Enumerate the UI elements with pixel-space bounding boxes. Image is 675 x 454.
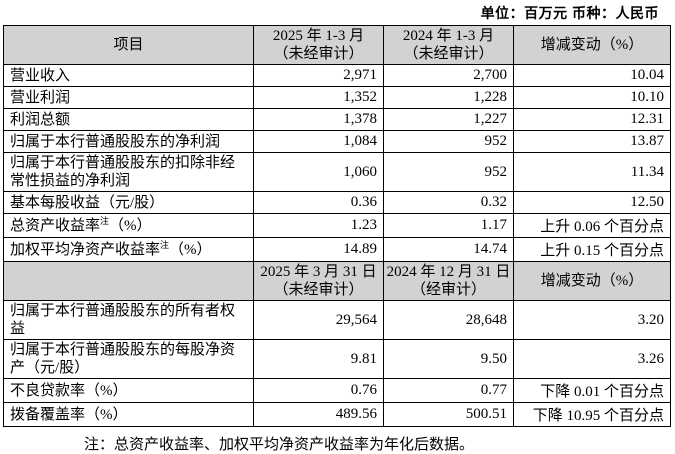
cell-change: 13.87	[513, 130, 671, 153]
row-label: 拨备覆盖率（%）	[3, 402, 254, 427]
cell-change: 上升 0.06 个百分点	[513, 213, 671, 238]
table-body: 项目 2025 年 1-3 月 （未经审计） 2024 年 1-3 月 （未经审计） 增减…	[3, 25, 671, 427]
header-item-column: 项目	[3, 25, 254, 65]
financial-report-page: 单位：百万元 币种：人民币 项目 2025 年 1-3 月（未经审计） 2024 年…	[3, 5, 671, 453]
table-header-row: 项目 2025 年 1-3 月 （未经审计） 2024 年 1-3 月 （未经审计） 增减…	[3, 25, 671, 65]
footnote-marker: 注	[160, 239, 170, 250]
financial-summary-table: 项目 2025 年 1-3 月 （未经审计） 2024 年 1-3 月 （未经审计） 增减…	[3, 25, 671, 427]
footnote-marker: 注	[100, 215, 110, 226]
header-period-line2: （经审计）	[410, 282, 486, 298]
row-label: 归属于本行普通股股东的所有者权益	[3, 300, 254, 340]
cell-value: 2,700	[383, 64, 514, 87]
cell-value: 952	[383, 130, 514, 153]
header-period-line2: （未经审计）	[403, 46, 494, 62]
row-label: 归属于本行普通股股东的净利润	[3, 130, 254, 153]
cell-change: 下降 0.01 个百分点	[513, 378, 671, 403]
cell-value: 0.32	[383, 191, 514, 214]
cell-change: 10.10	[513, 86, 671, 109]
cell-value: 0.36	[253, 191, 384, 214]
table-row: 营业收入 2,971 2,700 10.04	[3, 64, 671, 87]
cell-value: 28,648	[383, 300, 514, 340]
cell-value: 0.76	[253, 378, 384, 403]
cell-change: 11.34	[513, 152, 671, 192]
cell-value: 1,378	[253, 108, 384, 131]
table-row: 利润总额 1,378 1,227 12.31	[3, 108, 671, 131]
table-row: 归属于本行普通股股东的所有者权益 29,564 28,648 3.20	[3, 300, 671, 340]
row-label: 基本每股收益（元/股）	[3, 191, 254, 214]
row-label: 归属于本行普通股股东的扣除非经常性损益的净利润	[3, 152, 254, 192]
cell-change: 上升 0.15 个百分点	[513, 237, 671, 262]
header-period-line1: 2025 年 1-3 月	[272, 28, 365, 44]
cell-value: 29,564	[253, 300, 384, 340]
header-change-column: 增减变动（%）	[513, 25, 671, 65]
cell-value: 9.50	[383, 339, 514, 379]
cell-value: 14.74	[383, 237, 514, 262]
table-row: 归属于本行普通股股东的扣除非经常性损益的净利润 1,060 952 11.34	[3, 152, 671, 192]
table-row: 拨备覆盖率（%） 489.56 500.51 下降 10.95 个百分点	[3, 402, 671, 427]
header-period-column: 2025 年 1-3 月 （未经审计）	[253, 25, 384, 65]
table-row: 不良贷款率（%） 0.76 0.77 下降 0.01 个百分点	[3, 378, 671, 403]
table-row: 归属于本行普通股股东的净利润 1,084 952 13.87	[3, 130, 671, 153]
table-row: 归属于本行普通股股东的每股净资产（元/股） 9.81 9.50 3.26	[3, 339, 671, 379]
row-label: 加权平均净资产收益率注（%）	[3, 237, 254, 262]
cell-change: 12.31	[513, 108, 671, 131]
header-change-column: 增减变动（%）	[513, 261, 671, 301]
header-period-line1: 2024 年 1-3 月	[402, 28, 495, 44]
header-period-column: 2024 年 1-3 月 （未经审计）	[383, 25, 514, 65]
header-item-column	[3, 261, 254, 301]
table-header-row: 2025 年 3 月 31 日 （未经审计） 2024 年 12 月 31 日 （经审…	[3, 261, 671, 301]
header-period-line1: 2025 年 3 月 31 日	[260, 264, 377, 280]
row-label: 总资产收益率注（%）	[3, 213, 254, 238]
cell-change: 3.20	[513, 300, 671, 340]
cell-value: 1.17	[383, 213, 514, 238]
cell-value: 0.77	[383, 378, 514, 403]
header-period-column: 2025 年 3 月 31 日 （未经审计）	[253, 261, 384, 301]
table-row: 总资产收益率注（%） 1.23 1.17 上升 0.06 个百分点	[3, 213, 671, 238]
cell-value: 1,227	[383, 108, 514, 131]
cell-value: 500.51	[383, 402, 514, 427]
table-row: 基本每股收益（元/股） 0.36 0.32 12.50	[3, 191, 671, 214]
row-label: 不良贷款率（%）	[3, 378, 254, 403]
row-label: 营业利润	[3, 86, 254, 109]
header-period-line2: （未经审计）	[273, 282, 364, 298]
cell-value: 952	[383, 152, 514, 192]
header-period-column: 2024 年 12 月 31 日 （经审计）	[383, 261, 514, 301]
row-label: 营业收入	[3, 64, 254, 87]
cell-change: 3.26	[513, 339, 671, 379]
cell-value: 1,060	[253, 152, 384, 192]
cell-value: 14.89	[253, 237, 384, 262]
cell-value: 9.81	[253, 339, 384, 379]
header-period-line1: 2024 年 12 月 31 日	[386, 264, 511, 280]
cell-value: 1,352	[253, 86, 384, 109]
cell-value: 1.23	[253, 213, 384, 238]
table-row: 加权平均净资产收益率注（%） 14.89 14.74 上升 0.15 个百分点	[3, 237, 671, 262]
cell-value: 489.56	[253, 402, 384, 427]
row-label: 归属于本行普通股股东的每股净资产（元/股）	[3, 339, 254, 379]
cell-value: 2,971	[253, 64, 384, 87]
table-row: 营业利润 1,352 1,228 10.10	[3, 86, 671, 109]
header-period-line2: （未经审计）	[273, 46, 364, 62]
row-label: 利润总额	[3, 108, 254, 131]
cell-change: 下降 10.95 个百分点	[513, 402, 671, 427]
cell-change: 10.04	[513, 64, 671, 87]
cell-value: 1,228	[383, 86, 514, 109]
cell-change: 12.50	[513, 191, 671, 214]
table-footnote: 注：总资产收益率、加权平均净资产收益率为年化后数据。	[84, 437, 475, 453]
unit-currency-note: 单位：百万元 币种：人民币	[480, 5, 659, 21]
cell-value: 1,084	[253, 130, 384, 153]
